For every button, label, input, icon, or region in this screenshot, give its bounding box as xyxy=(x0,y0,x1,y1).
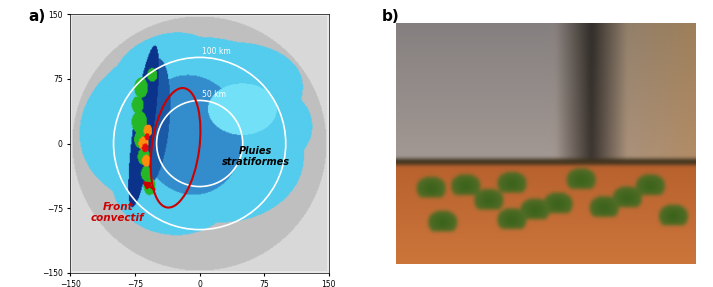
Text: 50 km: 50 km xyxy=(202,90,226,99)
Text: Front
convectif: Front convectif xyxy=(91,201,145,223)
Text: b): b) xyxy=(381,9,399,24)
Text: 100 km: 100 km xyxy=(202,47,231,56)
Text: Pluies
stratiformes: Pluies stratiformes xyxy=(222,146,289,167)
Text: a): a) xyxy=(29,9,46,24)
Circle shape xyxy=(72,16,327,271)
